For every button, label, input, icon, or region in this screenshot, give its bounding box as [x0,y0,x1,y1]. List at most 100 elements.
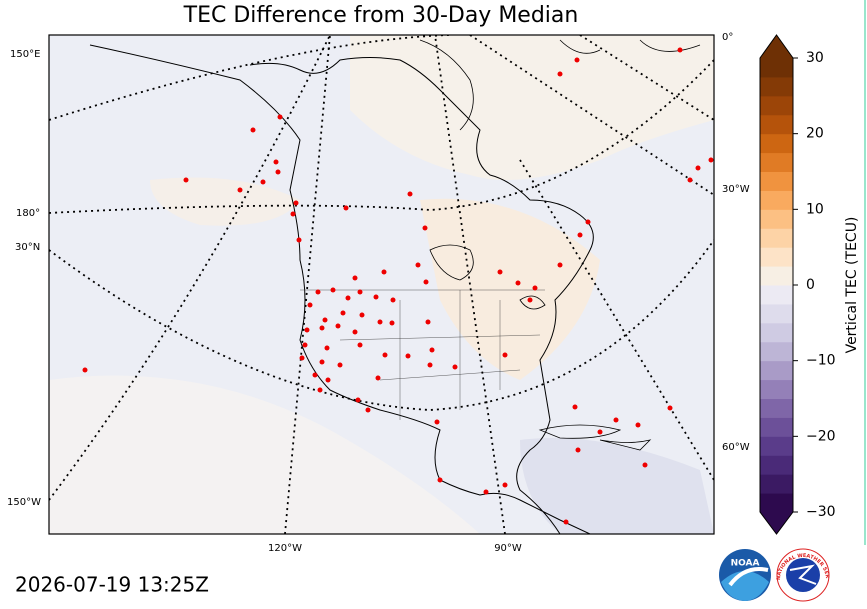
colorbar-tick-label: −30 [806,504,836,520]
station [635,422,641,428]
station [357,342,363,348]
station [304,327,310,333]
timestamp: 2026-07-19 13:25Z [15,573,209,597]
station [319,359,325,365]
station [307,302,313,308]
station [434,419,440,425]
station [577,232,583,238]
station [708,157,714,163]
station [563,519,569,525]
colorbar-band [760,95,793,116]
noaa-text: NOAA [731,559,760,569]
station [687,177,693,183]
station [375,375,381,381]
station [557,262,563,268]
colorbar: 30 20 10 0 −10 −20 −30 [759,34,836,535]
station [415,262,421,268]
station [527,297,533,303]
colorbar-band [760,228,793,248]
station [290,211,296,217]
station [390,297,396,303]
colorbar-band [760,209,793,229]
station [324,345,330,351]
colorbar-band [760,171,793,191]
colorbar-band [760,379,793,399]
colorbar-band [760,360,793,381]
colorbar-band [760,303,793,324]
station [296,237,302,243]
colorbar-band [760,114,793,135]
colorbar-band [760,285,793,305]
station [340,310,346,316]
station [502,352,508,358]
station [373,294,379,300]
station [572,404,578,410]
title: TEC Difference from 30-Day Median [183,3,579,28]
station [302,342,308,348]
colorbar-extend-bottom [760,512,793,534]
colorbar-band [760,436,793,456]
station [359,312,365,318]
graticule-label: 0° [722,32,733,43]
station [260,179,266,185]
station [389,320,395,326]
station [423,279,429,285]
station [315,289,321,295]
colorbar-band [760,76,793,97]
colorbar-band [760,133,793,154]
colorbar-band [760,417,793,437]
station [532,285,538,291]
station [319,325,325,331]
colorbar-tick-label: 20 [806,126,824,142]
colorbar-band [760,493,793,513]
station [452,364,458,370]
station [365,407,371,413]
colorbar-band [760,152,793,172]
colorbar-tick-label: 30 [806,50,824,66]
station [357,289,363,295]
station [82,367,88,373]
station [377,319,383,325]
colorbar-tick-label: 10 [806,201,824,217]
noaa-logo: NOAA [719,549,771,601]
station [574,57,580,63]
station [405,353,411,359]
colorbar-band [760,247,793,267]
colorbar-band [760,58,793,78]
graticule-label: 60°W [722,442,750,453]
graticule-label: 30°N [15,242,40,253]
station [322,317,328,323]
graticule-label: 30°W [722,184,750,195]
station [427,362,433,368]
station [642,462,648,468]
station [312,372,318,378]
station [502,482,508,488]
station [422,225,428,231]
station [483,489,489,495]
station [381,269,387,275]
station [585,219,591,225]
station [299,355,305,361]
station [355,397,361,403]
station [597,429,603,435]
station [352,275,358,281]
station [343,205,349,211]
station [352,329,358,335]
colorbar-band [760,474,793,494]
colorbar-tick-label: −10 [806,353,836,369]
station [497,269,503,275]
station [330,287,336,293]
map-frame [48,34,715,535]
station [425,319,431,325]
station [250,127,256,133]
station [325,377,331,383]
station [677,47,683,53]
station [335,323,341,329]
station [429,347,435,353]
station [345,295,351,301]
map [49,35,714,534]
station [407,191,413,197]
colorbar-tick-label: −20 [806,428,836,444]
colorbar-extend-top [760,35,793,58]
colorbar-band [760,266,793,286]
